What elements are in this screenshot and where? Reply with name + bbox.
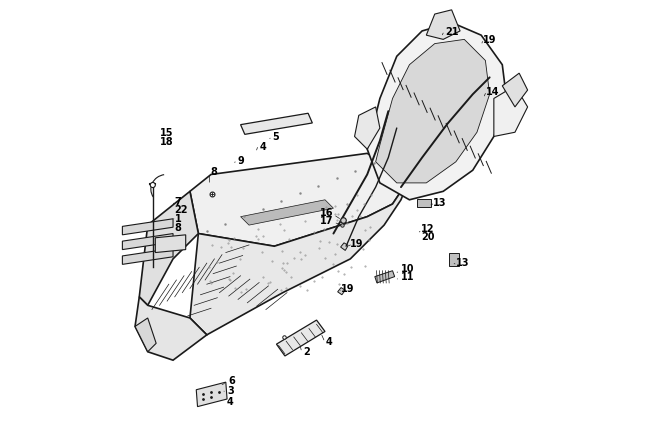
Text: 19: 19 bbox=[350, 239, 364, 249]
Text: 19: 19 bbox=[341, 284, 354, 294]
FancyBboxPatch shape bbox=[448, 253, 459, 266]
Text: 13: 13 bbox=[433, 198, 447, 208]
Polygon shape bbox=[240, 113, 313, 134]
Polygon shape bbox=[376, 39, 489, 183]
Text: 20: 20 bbox=[421, 232, 435, 242]
Polygon shape bbox=[190, 153, 410, 246]
Polygon shape bbox=[155, 235, 186, 252]
Text: 16: 16 bbox=[320, 208, 333, 218]
Text: 10: 10 bbox=[401, 264, 415, 274]
Text: 19: 19 bbox=[483, 35, 497, 45]
Text: 21: 21 bbox=[445, 27, 458, 37]
Text: 17: 17 bbox=[320, 216, 333, 226]
Polygon shape bbox=[240, 200, 333, 225]
Text: 4: 4 bbox=[326, 337, 333, 347]
Text: 9: 9 bbox=[237, 156, 244, 166]
Polygon shape bbox=[122, 234, 173, 250]
Text: 13: 13 bbox=[456, 258, 469, 268]
Polygon shape bbox=[135, 318, 156, 352]
Text: 6: 6 bbox=[228, 376, 235, 386]
Text: 2: 2 bbox=[303, 347, 310, 357]
Polygon shape bbox=[354, 107, 380, 149]
Text: 4: 4 bbox=[259, 141, 266, 152]
Polygon shape bbox=[502, 73, 528, 107]
Polygon shape bbox=[139, 191, 198, 306]
Text: 11: 11 bbox=[401, 272, 415, 282]
Text: 15: 15 bbox=[159, 128, 173, 138]
Polygon shape bbox=[375, 271, 395, 283]
Polygon shape bbox=[341, 243, 348, 251]
Polygon shape bbox=[367, 22, 506, 200]
Polygon shape bbox=[122, 248, 173, 264]
Text: 8: 8 bbox=[210, 167, 217, 178]
Polygon shape bbox=[122, 219, 173, 235]
Text: 5: 5 bbox=[272, 132, 279, 142]
Text: 8: 8 bbox=[175, 223, 181, 233]
Polygon shape bbox=[135, 297, 207, 360]
Text: 4: 4 bbox=[227, 396, 234, 407]
Polygon shape bbox=[337, 288, 345, 295]
Polygon shape bbox=[196, 382, 227, 407]
Text: 12: 12 bbox=[421, 224, 435, 234]
Text: 14: 14 bbox=[486, 87, 500, 97]
Text: 3: 3 bbox=[227, 386, 234, 396]
Polygon shape bbox=[494, 86, 528, 136]
Polygon shape bbox=[276, 320, 325, 356]
Polygon shape bbox=[426, 10, 460, 39]
Text: 1: 1 bbox=[175, 214, 181, 224]
Text: 7: 7 bbox=[175, 197, 181, 207]
FancyBboxPatch shape bbox=[417, 198, 430, 207]
Polygon shape bbox=[190, 179, 410, 335]
Text: 18: 18 bbox=[159, 136, 173, 147]
Text: 22: 22 bbox=[175, 205, 188, 215]
Circle shape bbox=[150, 182, 155, 187]
